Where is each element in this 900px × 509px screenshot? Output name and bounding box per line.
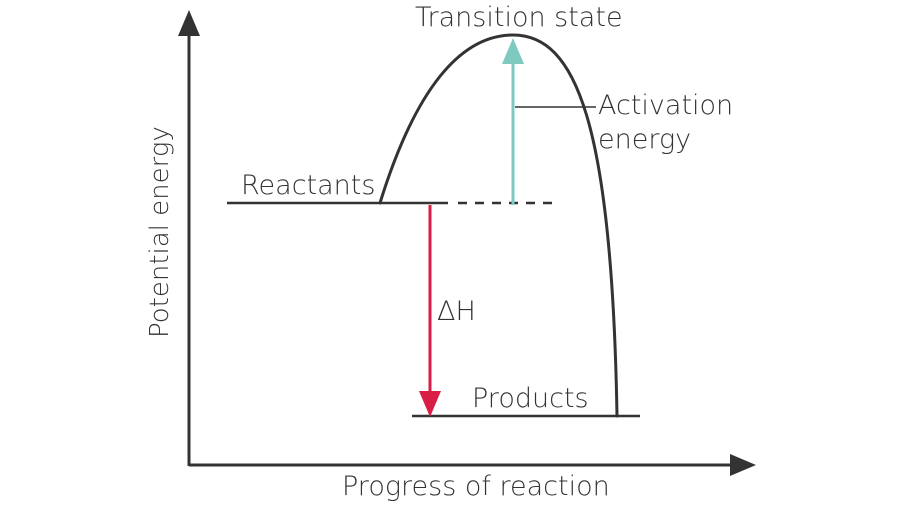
- x-axis: [189, 454, 756, 476]
- delta-h-label: ΔH: [437, 296, 476, 327]
- y-axis-arrowhead: [178, 10, 200, 36]
- y-axis: [178, 10, 200, 466]
- products-label: Products: [472, 383, 589, 414]
- y-axis-label: Potential energy: [145, 126, 175, 338]
- energy-curve: [378, 33, 619, 418]
- x-axis-label: Progress of reaction: [342, 471, 610, 502]
- activation-energy-label-line2: energy: [598, 124, 691, 155]
- transition-state-label: Transition state: [415, 2, 623, 33]
- enthalpy-change-arrow: [419, 205, 441, 417]
- reactants-label: Reactants: [241, 170, 375, 201]
- activation-energy-label-line1: Activation: [598, 90, 733, 121]
- activation-energy-arrowhead: [502, 38, 524, 64]
- activation-energy-arrow: [502, 38, 524, 205]
- enthalpy-change-arrowhead: [419, 391, 441, 417]
- x-axis-arrowhead: [730, 454, 756, 476]
